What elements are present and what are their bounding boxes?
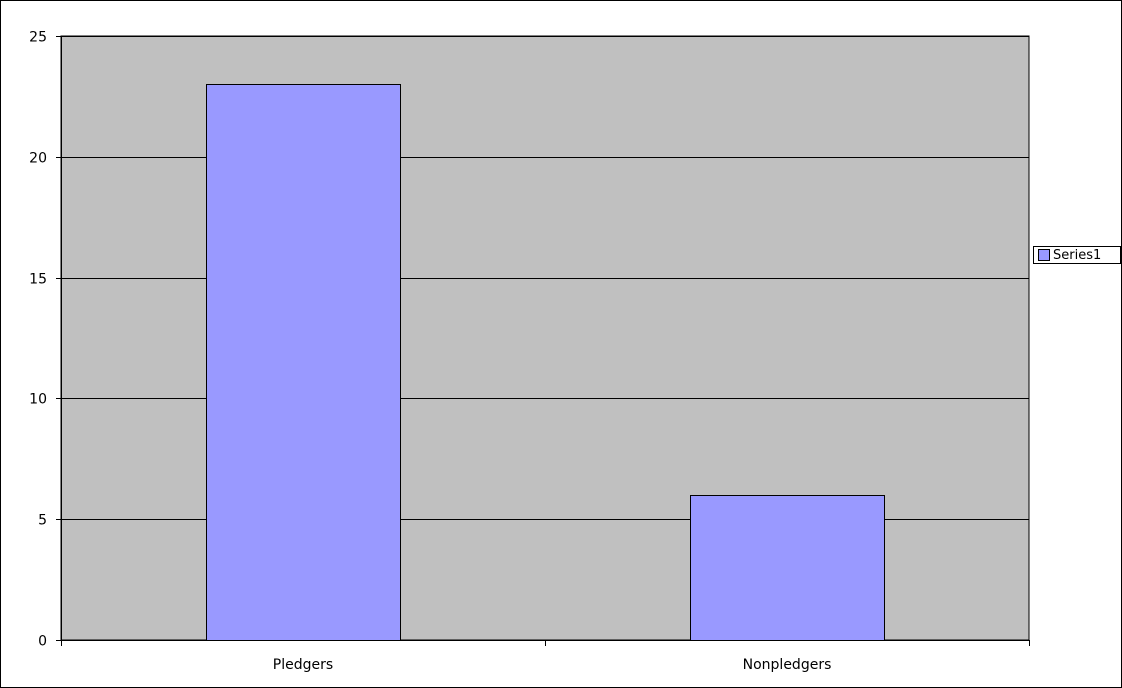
bars xyxy=(206,84,885,641)
y-axis-tick-labels: 0 5 10 15 20 25 xyxy=(29,30,47,650)
bar-nonpledgers xyxy=(690,495,885,641)
x-tick-label-nonpledgers: Nonpledgers xyxy=(743,657,832,673)
x-tick-label-pledgers: Pledgers xyxy=(273,657,333,673)
x-axis-tick-labels: Pledgers Nonpledgers xyxy=(273,657,832,673)
y-tick-label-15: 15 xyxy=(29,272,47,288)
y-tick-label-20: 20 xyxy=(29,151,47,167)
y-tick-label-10: 10 xyxy=(29,392,47,408)
y-tick-label-5: 5 xyxy=(38,513,47,529)
legend: Series1 xyxy=(1033,246,1121,264)
bar-pledgers xyxy=(206,84,401,641)
y-tick-label-25: 25 xyxy=(29,30,47,46)
legend-label-series1: Series1 xyxy=(1053,247,1102,263)
y-axis-ticks xyxy=(56,36,61,641)
y-tick-label-0: 0 xyxy=(38,634,47,650)
legend-swatch xyxy=(1038,249,1050,261)
